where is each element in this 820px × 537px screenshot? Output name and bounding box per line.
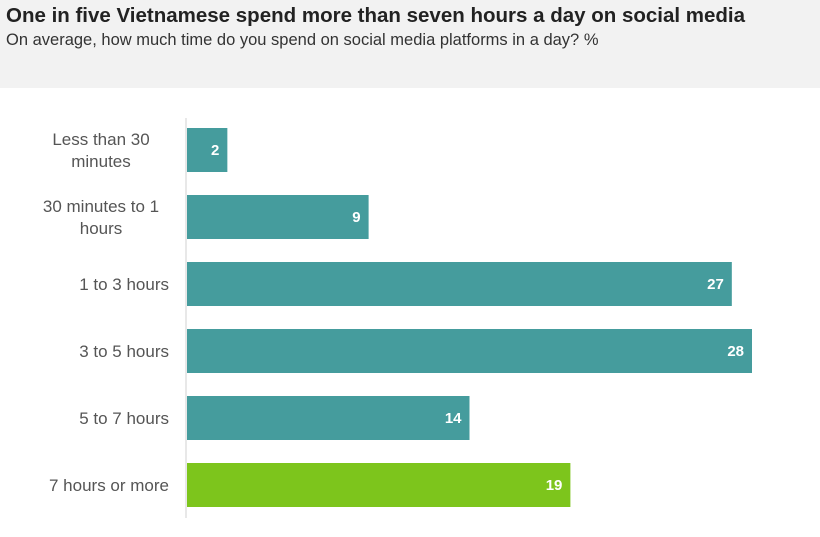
chart-subtitle: On average, how much time do you spend o…: [6, 31, 599, 49]
bar-1: [187, 195, 369, 239]
header-band: One in five Vietnamese spend more than s…: [0, 0, 820, 88]
bar-value-label-2: 27: [707, 276, 724, 293]
bar-value-label-3: 28: [727, 343, 744, 360]
category-label-4-line-0: 5 to 7 hours: [79, 409, 169, 428]
bar-value-label-0: 2: [211, 142, 219, 159]
category-label-1-line-0: 30 minutes to 1: [43, 197, 159, 216]
category-label-0-line-1: minutes: [71, 152, 131, 171]
category-label-1-line-1: hours: [80, 219, 123, 238]
category-label-2-line-0: 1 to 3 hours: [79, 275, 169, 294]
bar-5: [187, 463, 571, 507]
bar-value-label-1: 9: [352, 209, 360, 226]
bar-2: [187, 262, 732, 306]
category-label-5-line-0: 7 hours or more: [49, 476, 169, 495]
bar-3: [187, 329, 752, 373]
bar-0: [187, 128, 228, 172]
category-label-0-line-0: Less than 30: [52, 130, 149, 149]
bars-group: 2 Less than 30 minutes 9 30 minutes to 1 hour…: [43, 128, 752, 507]
chart-title: One in five Vietnamese spend more than s…: [6, 4, 746, 27]
bar-value-label-5: 19: [546, 477, 563, 494]
category-label-3-line-0: 3 to 5 hours: [79, 342, 169, 361]
bar-value-label-4: 14: [445, 410, 462, 427]
bar-4: [187, 396, 470, 440]
